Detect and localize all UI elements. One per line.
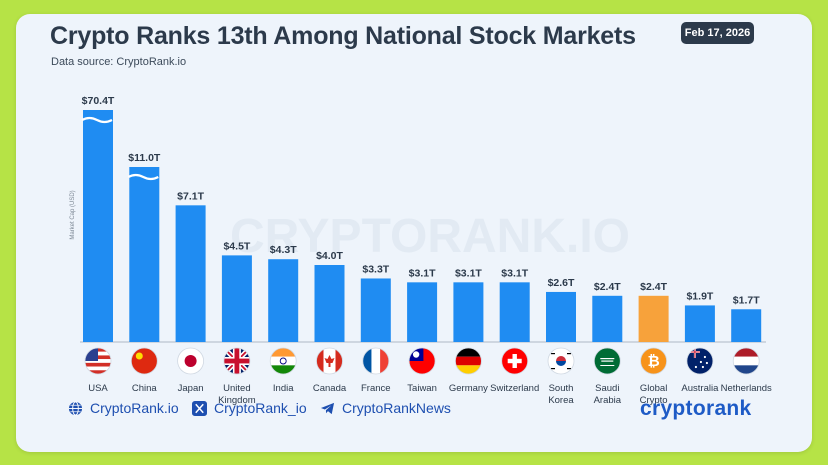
data-source: Data source: CryptoRank.io bbox=[51, 56, 187, 68]
bar-canada bbox=[314, 265, 345, 342]
flag-taiwan-icon bbox=[409, 348, 436, 374]
value-label-united-kingdom: $4.5T bbox=[223, 240, 250, 252]
footer-website-label: CryptoRank.io bbox=[90, 400, 179, 416]
footer-telegram[interactable]: CryptoRankNews bbox=[320, 400, 451, 416]
footer-telegram-label: CryptoRankNews bbox=[342, 400, 451, 416]
value-label-china: $11.0T bbox=[128, 152, 161, 164]
x-label-united-kingdom-line2: Kingdom bbox=[218, 395, 256, 406]
bar-usa bbox=[83, 110, 113, 342]
flag-uk-icon bbox=[223, 348, 250, 374]
footer-website[interactable]: CryptoRank.io bbox=[68, 400, 179, 416]
x-label-united-kingdom-line1: United bbox=[223, 383, 250, 394]
axis-break-usa bbox=[81, 116, 113, 124]
bar-australia bbox=[684, 305, 715, 342]
bar-south-korea bbox=[546, 291, 576, 342]
bar-japan bbox=[175, 205, 206, 342]
x-logo-icon bbox=[192, 400, 207, 416]
x-label-japan: Japan bbox=[178, 383, 204, 394]
flag-switzerland-icon bbox=[501, 348, 528, 374]
x-label-canada: Canada bbox=[313, 383, 347, 394]
value-label-saudi-arabia: $2.4T bbox=[594, 281, 621, 293]
x-label-australia: Australia bbox=[681, 383, 719, 394]
x-label-south-korea-line2: Korea bbox=[548, 395, 574, 406]
x-label-taiwan: Taiwan bbox=[407, 383, 437, 394]
watermark: CRYPTORANK.IO bbox=[230, 210, 630, 263]
x-label-france: France bbox=[361, 383, 391, 394]
bar-united-kingdom bbox=[221, 255, 252, 342]
x-label-saudi-arabia-line2: Arabia bbox=[594, 395, 622, 406]
x-label-germany: Germany bbox=[449, 383, 488, 394]
value-label-south-korea: $2.6T bbox=[548, 277, 575, 289]
bar-saudi-arabia bbox=[592, 295, 623, 342]
flag-saudi-arabia-icon bbox=[594, 348, 621, 374]
x-label-usa: USA bbox=[88, 383, 108, 394]
svg-text:₿: ₿ bbox=[647, 352, 659, 370]
value-label-france: $3.3T bbox=[362, 263, 389, 275]
bar-china bbox=[129, 167, 160, 342]
x-label-china: China bbox=[132, 383, 158, 394]
flag-germany-icon bbox=[455, 348, 482, 374]
x-label-switzerland: Switzerland bbox=[490, 383, 539, 394]
x-label-global-crypto-line2: Crypto bbox=[640, 395, 668, 406]
value-label-global-crypto: $2.4T bbox=[640, 281, 667, 293]
flag-netherlands-icon bbox=[733, 348, 760, 374]
telegram-icon bbox=[320, 402, 335, 414]
value-label-germany: $3.1T bbox=[455, 267, 482, 279]
flag-australia-icon bbox=[686, 348, 713, 374]
bar-india bbox=[268, 259, 299, 342]
flag-india-icon bbox=[270, 348, 297, 374]
flag-china-icon bbox=[131, 348, 158, 374]
bar-france bbox=[360, 278, 391, 342]
flag-usa-icon bbox=[85, 348, 111, 374]
value-label-switzerland: $3.1T bbox=[501, 267, 528, 279]
flag-canada-icon bbox=[316, 348, 343, 374]
value-label-japan: $7.1T bbox=[177, 190, 204, 202]
value-label-india: $4.3T bbox=[270, 244, 297, 256]
bar-germany bbox=[453, 282, 484, 342]
x-label-india: India bbox=[273, 383, 294, 394]
bar-switzerland bbox=[499, 282, 530, 342]
footer-x-handle[interactable]: CryptoRank_io bbox=[192, 400, 307, 416]
footer-x-label: CryptoRank_io bbox=[214, 400, 307, 416]
value-label-canada: $4.0T bbox=[316, 250, 343, 262]
bitcoin-icon: ₿ bbox=[640, 348, 667, 374]
bar-global-crypto bbox=[638, 295, 669, 342]
axis-break-china bbox=[127, 173, 159, 181]
value-label-taiwan: $3.1T bbox=[409, 267, 436, 279]
y-axis-label: Market Cap (USD) bbox=[70, 190, 76, 239]
x-label-global-crypto-line1: Global bbox=[640, 383, 667, 394]
x-label-netherlands: Netherlands bbox=[721, 383, 772, 394]
value-label-australia: $1.9T bbox=[686, 290, 713, 302]
flag-south-korea-icon bbox=[548, 348, 574, 374]
globe-icon bbox=[68, 400, 83, 416]
x-label-saudi-arabia-line1: Saudi bbox=[595, 383, 619, 394]
value-label-netherlands: $1.7T bbox=[733, 294, 760, 306]
bar-taiwan bbox=[407, 282, 438, 342]
brand-logo: cryptorank bbox=[640, 397, 752, 420]
flag-france-icon bbox=[362, 348, 389, 374]
value-label-usa: $70.4T bbox=[82, 95, 115, 107]
bar-netherlands bbox=[731, 309, 762, 342]
date-badge: Feb 17, 2026 bbox=[681, 22, 754, 44]
chart-title: Crypto Ranks 13th Among National Stock M… bbox=[50, 22, 636, 50]
x-label-south-korea-line1: South bbox=[549, 383, 574, 394]
flag-japan-icon bbox=[177, 348, 204, 374]
